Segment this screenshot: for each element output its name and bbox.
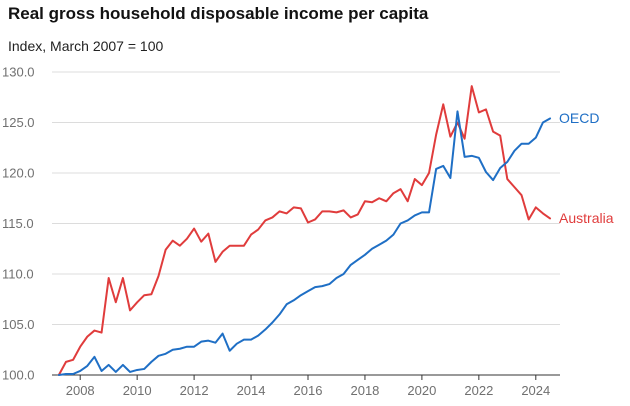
gridlines [52, 71, 560, 376]
y-tick-label: 105.0 [2, 317, 35, 332]
y-tick-label: 130.0 [2, 65, 35, 80]
x-tick-label: 2022 [464, 383, 493, 398]
x-tick-label: 2014 [237, 383, 266, 398]
x-tick-label: 2010 [123, 383, 152, 398]
series-labels: Australia OECD [559, 110, 614, 226]
y-tick-label: 100.0 [2, 368, 35, 383]
y-tick-label: 110.0 [2, 267, 34, 282]
y-axis-ticks: 100.0 105.0 110.0 115.0 120.0 125.0 130.0 [2, 65, 35, 383]
x-tick-label: 2018 [350, 383, 379, 398]
series-lines [57, 85, 552, 376]
x-tick-label: 2024 [521, 383, 550, 398]
series-line-australia [57, 85, 552, 376]
x-tick-label: 2016 [294, 383, 323, 398]
x-tick-label: 2012 [180, 383, 209, 398]
series-line-oecd [57, 110, 552, 376]
y-tick-label: 115.0 [2, 216, 34, 231]
chart-title: Real gross household disposable income p… [8, 4, 429, 23]
x-axis-ticks: 2008 2010 2012 2014 2016 2018 2020 2022 2024 [66, 375, 550, 398]
y-tick-label: 125.0 [2, 115, 35, 130]
series-label-australia: Australia [559, 210, 614, 226]
chart-subtitle: Index, March 2007 = 100 [8, 38, 164, 54]
x-tick-label: 2008 [66, 383, 95, 398]
series-label-oecd: OECD [559, 110, 599, 126]
x-tick-label: 2020 [407, 383, 436, 398]
y-tick-label: 120.0 [2, 166, 35, 181]
